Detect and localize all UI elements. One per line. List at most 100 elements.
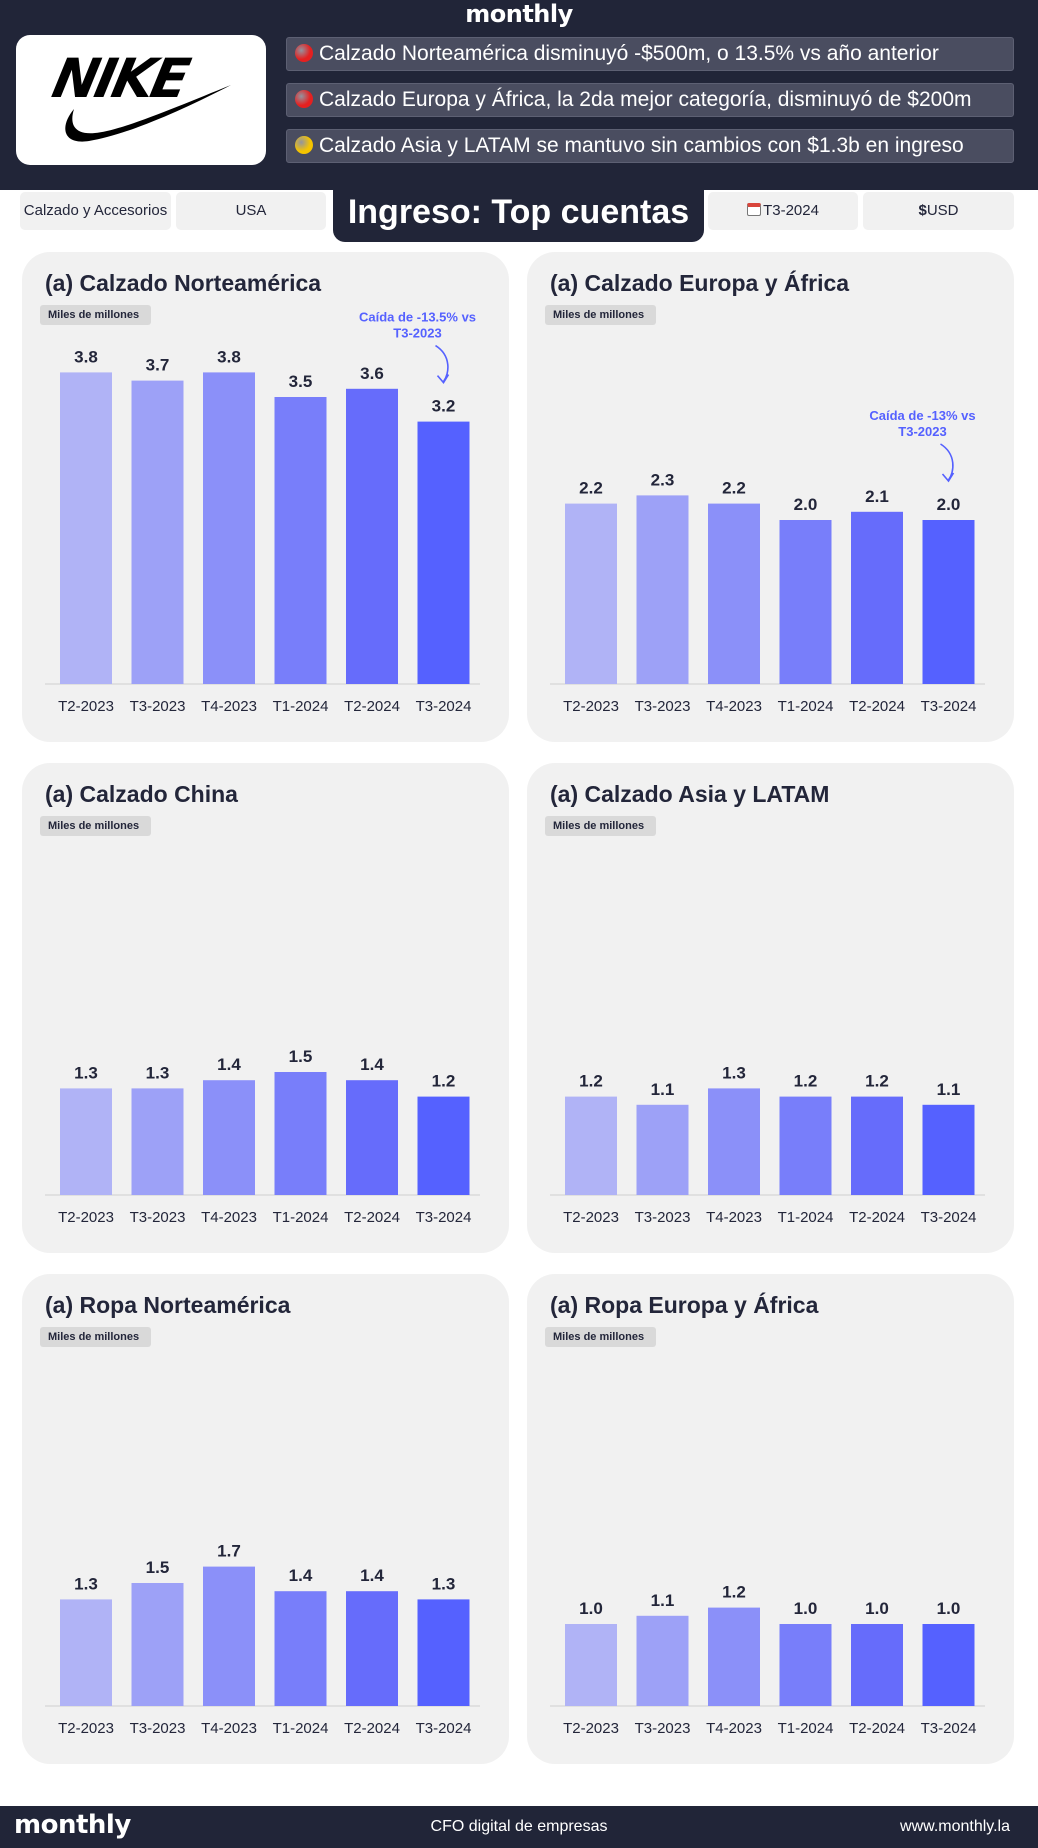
svg-text:NIKE: NIKE	[47, 47, 195, 110]
data-label: 1.0	[579, 1599, 603, 1618]
tick-label: T3-2024	[921, 1720, 977, 1737]
chart-card: (a) Calzado Norteamérica Miles de millon…	[22, 252, 509, 742]
data-label: 1.0	[865, 1599, 889, 1618]
chart-title: (a) Calzado China	[45, 781, 238, 807]
data-label: 1.5	[146, 1558, 170, 1577]
data-label: 1.3	[146, 1063, 170, 1082]
bar	[60, 372, 112, 684]
tick-label: T2-2024	[344, 1209, 400, 1226]
header: monthly NIKE Calzado Norteamérica dismin…	[0, 0, 1038, 190]
bar	[346, 388, 398, 684]
yellow-dot-icon	[295, 136, 313, 154]
data-label: 2.1	[865, 487, 889, 506]
data-label: 1.2	[579, 1072, 603, 1091]
chart-card: (a) Calzado China Miles de millones 1.3 T…	[22, 763, 509, 1253]
footer-tagline: CFO digital de empresas	[430, 1818, 608, 1835]
bar	[60, 1599, 112, 1706]
tick-label: T2-2023	[563, 1209, 619, 1226]
data-label: 1.2	[432, 1072, 456, 1091]
tick-label: T3-2024	[921, 1209, 977, 1226]
tick-label: T3-2023	[635, 698, 691, 715]
tick-label: T3-2023	[130, 698, 186, 715]
tick-label: T4-2023	[706, 698, 762, 715]
bar-chart: 1.2 T2-2023 1.1 T3-2023 1.3 T4-2023 1.2 T1-2024…	[550, 1063, 985, 1226]
bar-chart: 3.8 T2-2023 3.7 T3-2023 3.8 T4-2023 3.5 T1-2024…	[45, 310, 480, 715]
chart-card: (a) Ropa Norteamérica Miles de millones …	[22, 1274, 509, 1764]
tick-label: T3-2024	[416, 698, 472, 715]
data-label: 1.7	[217, 1542, 241, 1561]
bar	[203, 372, 255, 684]
tick-label: T2-2023	[58, 698, 114, 715]
data-label: 3.5	[289, 372, 313, 391]
bar	[922, 1624, 975, 1706]
filter-segment[interactable]: Calzado y Accesorios	[20, 192, 171, 230]
dollar-icon: $	[918, 202, 927, 219]
data-label: 1.4	[217, 1055, 241, 1074]
tick-label: T4-2023	[201, 1720, 257, 1737]
chart-title: (a) Calzado Europa y África	[550, 270, 850, 296]
unit-badge: Miles de millones	[545, 1327, 656, 1347]
bar	[779, 1096, 832, 1195]
data-label: 3.8	[74, 347, 98, 366]
filter-period[interactable]: T3-2024	[708, 192, 858, 230]
unit-badge: Miles de millones	[40, 1327, 151, 1347]
data-label: 2.0	[937, 495, 961, 514]
annotation-text: Caída de -13.5% vs	[359, 310, 476, 325]
bar-chart: 1.0 T2-2023 1.1 T3-2023 1.2 T4-2023 1.0 T1-2024…	[550, 1583, 985, 1737]
unit-badge: Miles de millones	[545, 305, 656, 325]
brand-logo-top: monthly	[465, 0, 573, 28]
bar	[417, 1599, 470, 1706]
data-label: 1.4	[360, 1566, 384, 1585]
footer-website-link[interactable]: www.monthly.la	[900, 1818, 1010, 1835]
bar	[131, 380, 184, 684]
tick-label: T3-2024	[921, 698, 977, 715]
bar	[851, 1624, 903, 1706]
tick-label: T1-2024	[778, 1720, 834, 1737]
bar	[346, 1591, 398, 1706]
tick-label: T1-2024	[778, 1209, 834, 1226]
bar	[131, 1583, 184, 1706]
tick-label: T3-2023	[635, 1209, 691, 1226]
bar	[636, 1104, 689, 1195]
tick-label: T2-2023	[563, 698, 619, 715]
filter-country[interactable]: USA	[176, 192, 326, 230]
bar	[708, 1607, 760, 1706]
tick-label: T3-2023	[130, 1720, 186, 1737]
bar	[274, 1591, 327, 1706]
tick-label: T3-2024	[416, 1720, 472, 1737]
tick-label: T3-2023	[130, 1209, 186, 1226]
chart-card: (a) Calzado Europa y África Miles de mil…	[527, 252, 1014, 742]
tick-label: T1-2024	[273, 698, 329, 715]
tick-label: T4-2023	[201, 698, 257, 715]
chart-title: (a) Calzado Asia y LATAM	[550, 781, 830, 807]
tick-label: T2-2024	[849, 698, 905, 715]
bar	[417, 421, 470, 684]
bar	[779, 1624, 832, 1706]
chart-title: (a) Ropa Norteamérica	[45, 1292, 291, 1318]
bar	[708, 503, 760, 684]
bar	[636, 495, 689, 684]
tick-label: T2-2024	[344, 1720, 400, 1737]
data-label: 1.0	[794, 1599, 818, 1618]
unit-badge: Miles de millones	[545, 816, 656, 836]
data-label: 1.0	[937, 1599, 961, 1618]
bar	[922, 520, 975, 684]
page-title: Ingreso: Top cuentas	[333, 190, 704, 242]
data-label: 3.2	[432, 397, 456, 416]
data-label: 2.3	[651, 470, 675, 489]
data-label: 3.7	[146, 356, 170, 375]
filter-currency[interactable]: $USD	[863, 192, 1014, 230]
tick-label: T3-2023	[635, 1720, 691, 1737]
data-label: 3.8	[217, 347, 241, 366]
data-label: 2.2	[722, 479, 746, 498]
data-label: 1.1	[937, 1080, 961, 1099]
bar	[565, 1624, 617, 1706]
bar	[708, 1088, 760, 1195]
tick-label: T1-2024	[778, 698, 834, 715]
tick-label: T2-2023	[58, 1720, 114, 1737]
data-label: 1.3	[722, 1063, 746, 1082]
bar	[131, 1088, 184, 1195]
tick-label: T2-2023	[563, 1720, 619, 1737]
tick-label: T1-2024	[273, 1720, 329, 1737]
annotation-arrowhead-icon	[436, 374, 450, 384]
